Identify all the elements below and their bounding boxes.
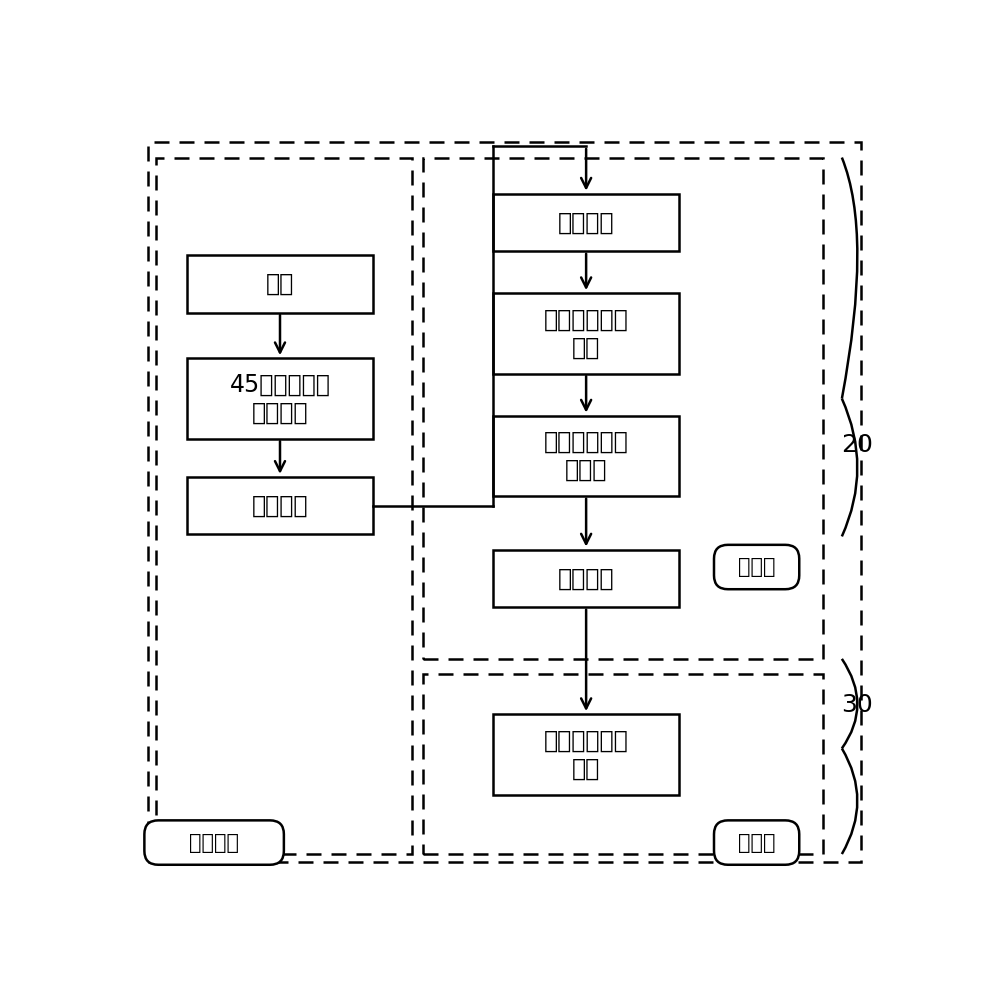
FancyBboxPatch shape xyxy=(714,545,799,589)
FancyBboxPatch shape xyxy=(493,550,679,607)
Text: 赤霉病病情数
据库: 赤霉病病情数 据库 xyxy=(544,729,629,780)
Text: 20: 20 xyxy=(841,432,873,456)
Text: 采集装置: 采集装置 xyxy=(189,833,239,853)
FancyBboxPatch shape xyxy=(493,715,679,795)
FancyBboxPatch shape xyxy=(493,293,679,374)
Text: 开始: 开始 xyxy=(266,271,294,296)
Text: 赤霉病发生程
度计算: 赤霉病发生程 度计算 xyxy=(544,430,629,482)
Text: 服务端: 服务端 xyxy=(738,557,775,578)
Text: 数据上传: 数据上传 xyxy=(252,494,308,518)
Text: 45度冠层麦穗
图像采集: 45度冠层麦穗 图像采集 xyxy=(230,373,330,424)
Text: 数据接收: 数据接收 xyxy=(558,211,614,235)
FancyBboxPatch shape xyxy=(493,415,679,496)
FancyBboxPatch shape xyxy=(493,194,679,251)
FancyBboxPatch shape xyxy=(187,255,373,312)
Text: 30: 30 xyxy=(842,693,873,717)
FancyBboxPatch shape xyxy=(187,477,373,535)
FancyBboxPatch shape xyxy=(144,820,284,865)
Text: 数据库: 数据库 xyxy=(738,833,775,853)
FancyBboxPatch shape xyxy=(187,359,373,438)
FancyBboxPatch shape xyxy=(714,820,799,865)
Text: 冠层麦穗图像
处理: 冠层麦穗图像 处理 xyxy=(544,308,629,360)
Text: 结果存储: 结果存储 xyxy=(558,567,614,590)
